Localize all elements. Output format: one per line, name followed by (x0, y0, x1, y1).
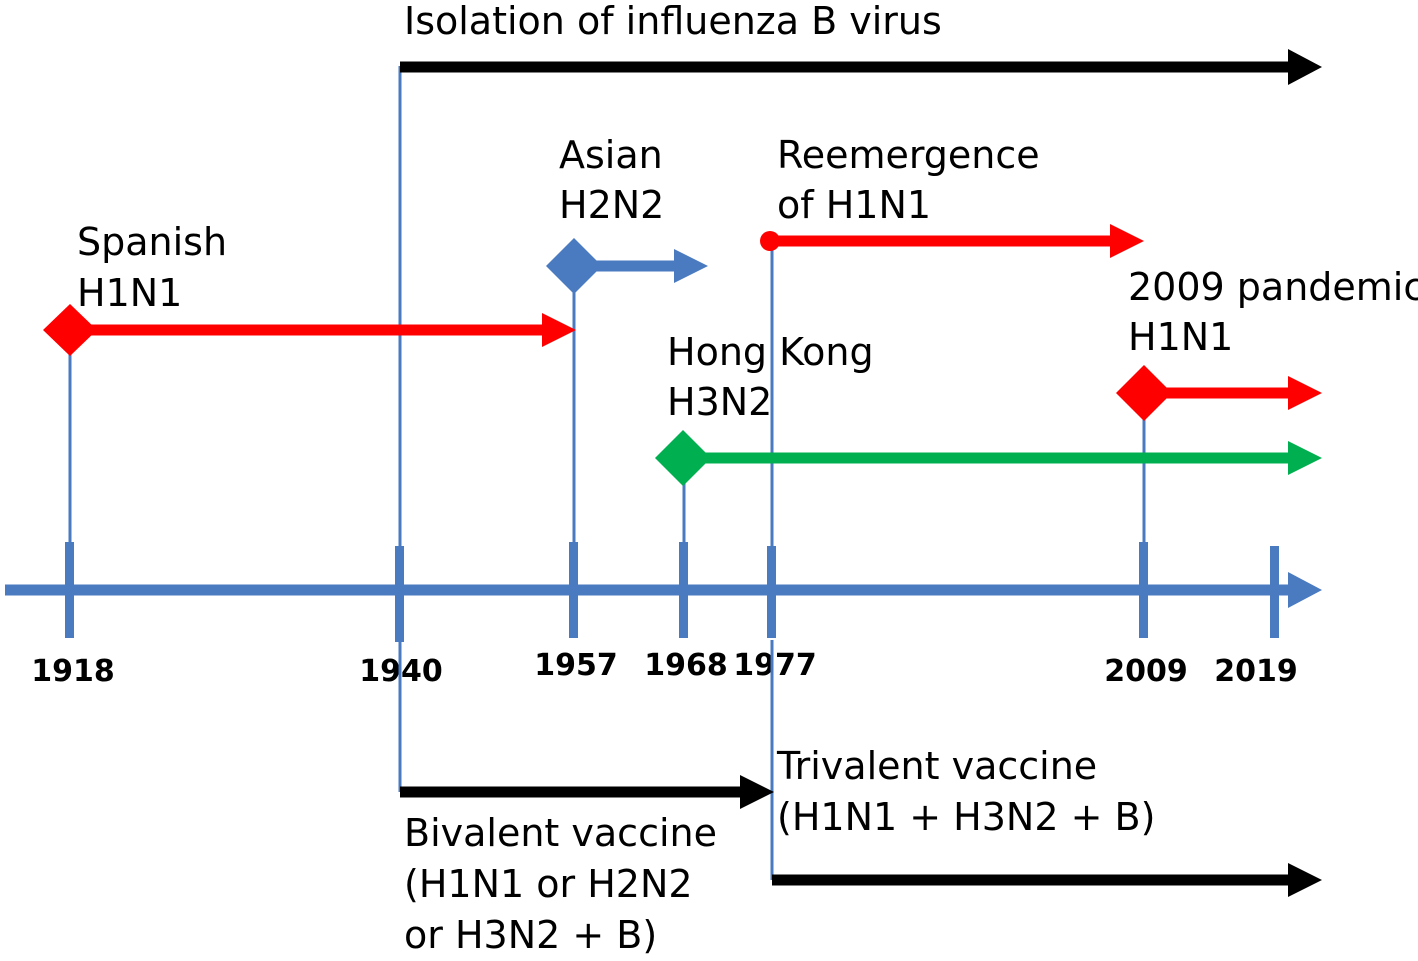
influenza-b-arrow (400, 49, 1322, 85)
asian-label-line2: H2N2 (559, 183, 664, 227)
asian-h2n2-diamond-marker (546, 238, 602, 294)
reemergence-h1n1-dot-marker (760, 231, 780, 251)
spanish-h1n1-arrow (43, 304, 576, 356)
bivalent-label-line3: or H3N2 + B) (404, 913, 657, 957)
pandemic-2009-label-line1: 2009 pandemic (1128, 265, 1418, 309)
pandemic-2009-label-line2: H1N1 (1128, 315, 1233, 359)
tick-1940 (395, 546, 404, 642)
year-label-2019: 2019 (1214, 654, 1298, 689)
pandemic-2009-h1n1-arrow (1116, 365, 1322, 421)
reemergence-label-line2: of H1N1 (777, 183, 931, 227)
year-label-2009: 2009 (1104, 654, 1188, 689)
timeline-axis (5, 572, 1322, 608)
hong-kong-label-line2: H3N2 (667, 380, 772, 424)
spanish-h1n1-diamond-marker (43, 304, 97, 356)
trivalent-vaccine-arrow (772, 863, 1322, 897)
trivalent-label-line1: Trivalent vaccine (776, 744, 1097, 788)
bivalent-label-line1: Bivalent vaccine (404, 811, 717, 855)
hong-kong-h3n2-arrow (655, 430, 1322, 486)
tick-1977 (767, 546, 776, 638)
bivalent-vaccine-arrowhead (740, 775, 774, 809)
timeline-axis-arrowhead (1288, 572, 1322, 608)
trivalent-label-line2: (H1N1 + H3N2 + B) (777, 795, 1155, 839)
tick-2019 (1270, 546, 1279, 638)
spanish-h1n1-arrowhead (542, 313, 576, 347)
tick-1918 (65, 542, 74, 638)
trivalent-vaccine-arrowhead (1288, 863, 1322, 897)
reemergence-label-line1: Reemergence (777, 133, 1040, 177)
tick-1957 (569, 542, 578, 638)
influenza-b-label: Isolation of influenza B virus (404, 0, 942, 43)
year-ticks (65, 542, 1279, 642)
asian-h2n2-arrow (546, 238, 708, 294)
spanish-label-line1: Spanish (77, 220, 227, 264)
year-label-1977: 1977 (733, 648, 817, 683)
bivalent-label-line2: (H1N1 or H2N2 (404, 862, 693, 906)
influenza-b-arrowhead (1288, 49, 1322, 85)
pandemic-2009-diamond-marker (1116, 365, 1172, 421)
tick-1968 (679, 542, 688, 638)
hong-kong-h3n2-diamond-marker (655, 430, 711, 486)
reemergence-h1n1-arrow (760, 224, 1144, 258)
asian-h2n2-arrowhead (674, 249, 708, 283)
pandemic-2009-arrowhead (1288, 376, 1322, 410)
asian-label-line1: Asian (559, 133, 663, 177)
year-label-1918: 1918 (31, 654, 115, 689)
tick-2009 (1139, 542, 1148, 638)
year-labels: 1918 1940 1957 1968 1977 2009 2019 (31, 648, 1298, 689)
spanish-label-line2: H1N1 (77, 271, 182, 315)
hong-kong-h3n2-arrowhead (1288, 441, 1322, 475)
year-label-1968: 1968 (644, 648, 728, 683)
hong-kong-label-line1: Hong Kong (667, 330, 874, 374)
bivalent-vaccine-arrow (400, 775, 774, 809)
reemergence-h1n1-arrowhead (1110, 224, 1144, 258)
year-label-1957: 1957 (534, 648, 618, 683)
